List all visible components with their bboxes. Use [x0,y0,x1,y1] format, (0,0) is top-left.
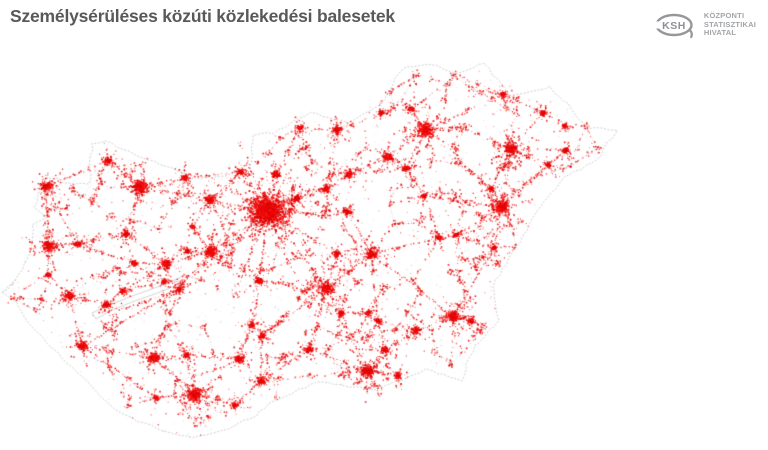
ksh-logo-icon: KSH [653,13,693,39]
ksh-org-line: STATISZTIKAI [703,19,756,29]
ksh-org-line: KÖZPONTI [703,11,745,21]
ksh-logo: KSH KÖZPONTI STATISZTIKAI HIVATAL [651,6,756,44]
page-title: Személysérüléses közúti közlekedési bale… [10,6,395,26]
ksh-logo-abbr: KSH [662,20,686,32]
ksh-org-line: HIVATAL [703,28,737,38]
ksh-logo-text: KÖZPONTI STATISZTIKAI HIVATAL [704,12,756,38]
